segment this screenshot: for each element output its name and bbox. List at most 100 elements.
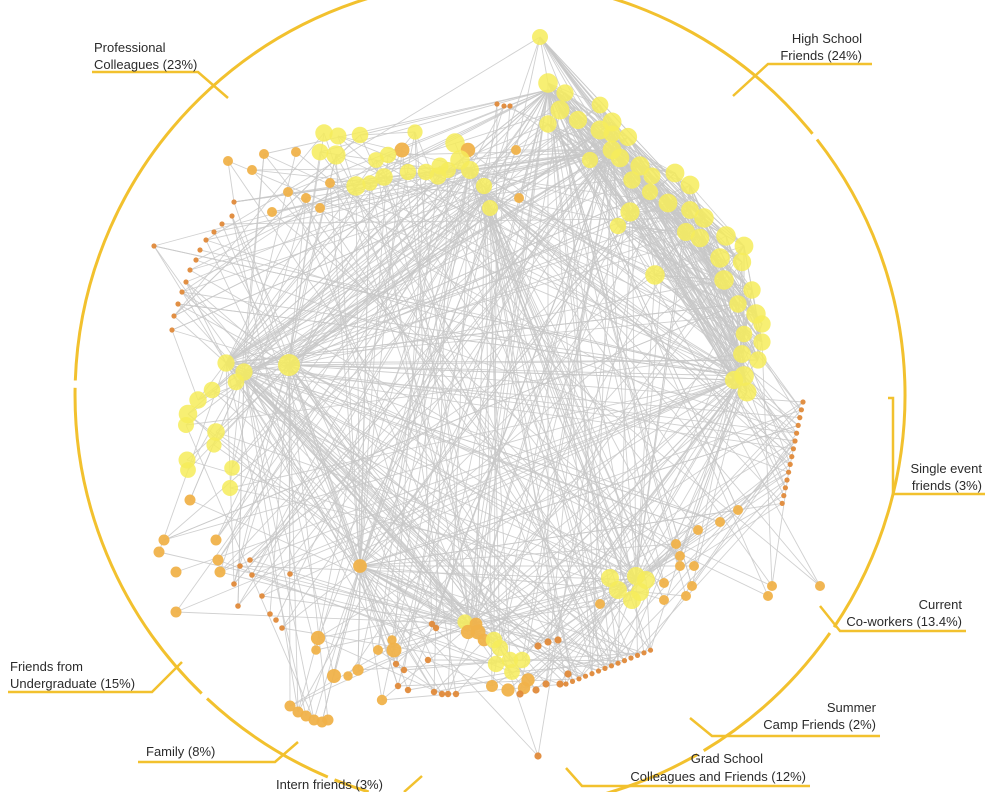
edge xyxy=(547,303,739,643)
edge xyxy=(383,176,748,393)
edge xyxy=(383,176,511,661)
edge xyxy=(225,362,435,693)
network-node xyxy=(671,539,681,549)
edge xyxy=(483,185,791,465)
edge xyxy=(153,245,245,373)
network-node xyxy=(407,124,423,140)
network-node xyxy=(556,680,564,688)
network-node xyxy=(197,247,203,253)
network-node xyxy=(170,566,182,578)
network-node xyxy=(432,624,440,632)
ring-arc xyxy=(612,0,814,135)
network-node xyxy=(532,29,548,45)
network-node xyxy=(581,151,599,169)
network-node xyxy=(569,678,576,685)
network-node xyxy=(291,147,301,157)
edge xyxy=(288,364,291,707)
network-node xyxy=(284,700,296,712)
network-node xyxy=(179,289,185,295)
network-node xyxy=(259,149,269,159)
edge xyxy=(295,151,821,587)
network-node xyxy=(346,176,366,196)
edge xyxy=(391,245,745,641)
edge xyxy=(243,371,794,450)
network-node xyxy=(394,682,402,690)
network-node xyxy=(310,630,326,646)
network-node xyxy=(591,96,609,114)
edge xyxy=(263,89,549,155)
network-node xyxy=(438,690,446,698)
network-node xyxy=(387,635,397,645)
edge xyxy=(171,329,290,366)
edge xyxy=(225,362,307,717)
edge xyxy=(359,134,606,669)
edge xyxy=(771,472,790,587)
edge xyxy=(231,215,449,695)
edge xyxy=(275,194,486,621)
label-summer-camp-line-1: Summer xyxy=(827,700,877,715)
edge xyxy=(229,487,637,577)
network-node xyxy=(710,248,730,268)
network-node xyxy=(733,505,743,515)
edge xyxy=(197,149,613,401)
network-node xyxy=(315,203,325,213)
network-node xyxy=(193,257,199,263)
edge xyxy=(515,36,541,151)
network-node xyxy=(237,563,243,569)
network-node xyxy=(222,480,238,496)
edge xyxy=(305,197,437,629)
network-node xyxy=(368,152,384,168)
label-undergrad-line-1: Friends from xyxy=(10,659,83,674)
network-node xyxy=(329,127,347,145)
edge xyxy=(377,165,441,651)
edge xyxy=(635,401,804,581)
edge xyxy=(225,207,321,364)
network-node xyxy=(507,103,513,109)
network-node xyxy=(247,165,257,175)
network-node xyxy=(680,175,700,195)
edge xyxy=(691,440,796,587)
edge xyxy=(333,167,471,677)
leader-grad-school xyxy=(565,767,810,788)
network-node xyxy=(539,115,557,133)
edge xyxy=(225,197,307,364)
edge xyxy=(243,371,800,419)
ring-arc xyxy=(702,632,832,752)
edge xyxy=(243,191,651,373)
edge xyxy=(215,149,469,541)
edge xyxy=(261,149,613,597)
network-node xyxy=(568,110,588,130)
label-high-school-line-1: High School xyxy=(792,31,862,46)
network-node xyxy=(795,422,801,428)
network-node xyxy=(353,559,367,573)
network-node xyxy=(207,423,225,441)
edge xyxy=(489,207,501,649)
edge-layer xyxy=(153,36,821,757)
edge xyxy=(467,149,633,601)
edge xyxy=(654,235,727,276)
edge xyxy=(233,185,357,585)
edge xyxy=(469,167,681,567)
edge xyxy=(547,123,687,233)
network-node xyxy=(603,125,621,143)
network-node xyxy=(424,656,432,664)
network-node xyxy=(659,578,669,588)
edge xyxy=(537,179,633,757)
edge xyxy=(469,623,638,656)
network-node xyxy=(665,163,685,183)
edge xyxy=(377,649,443,695)
label-family-line-1: Family (8%) xyxy=(146,744,215,759)
network-node xyxy=(327,669,341,683)
edge xyxy=(243,371,315,721)
edge xyxy=(547,123,656,276)
edge xyxy=(225,362,721,523)
network-node xyxy=(779,500,785,506)
network-node xyxy=(158,534,170,546)
network-node xyxy=(784,477,790,483)
network-node xyxy=(259,593,265,599)
edge xyxy=(329,109,561,184)
label-high-school: High School Friends (24%) xyxy=(732,31,872,97)
leader-current-coworkers xyxy=(819,605,966,633)
network-node xyxy=(206,437,222,453)
network-node xyxy=(675,561,685,571)
